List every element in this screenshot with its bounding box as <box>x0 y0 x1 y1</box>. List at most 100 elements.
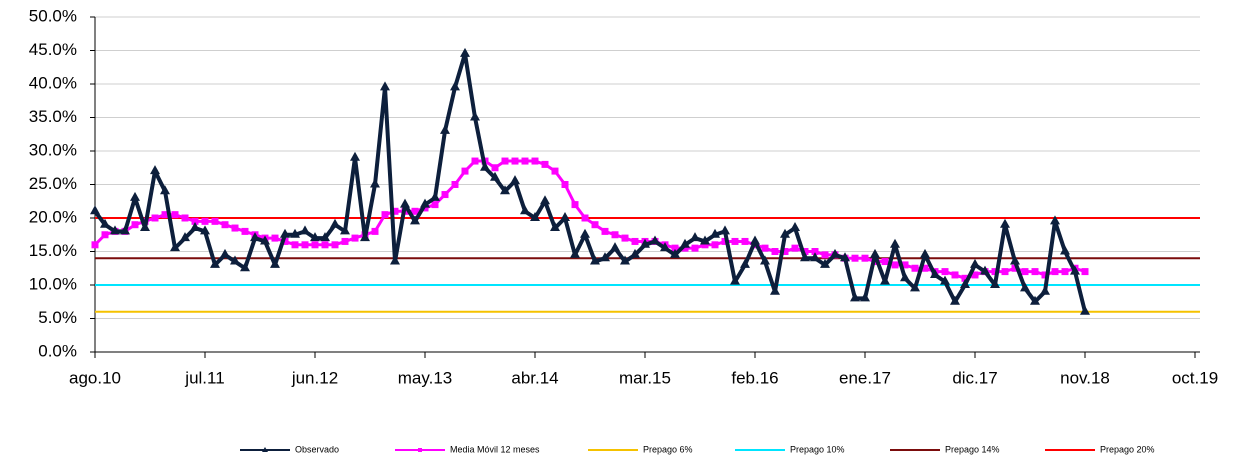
point <box>220 248 230 258</box>
point <box>1020 282 1030 292</box>
point <box>1060 245 1070 255</box>
point <box>271 234 279 242</box>
point <box>1080 305 1090 315</box>
point <box>1011 264 1019 272</box>
point <box>750 235 760 245</box>
x-tick-label: abr.14 <box>511 368 558 387</box>
point <box>791 244 799 252</box>
point <box>890 238 900 248</box>
point <box>600 252 610 262</box>
point <box>511 157 519 165</box>
point <box>291 241 299 249</box>
point <box>820 258 830 268</box>
point <box>450 81 460 91</box>
point <box>770 285 780 295</box>
point <box>510 175 520 185</box>
point <box>231 224 239 232</box>
point <box>320 232 330 242</box>
point <box>951 271 959 279</box>
point <box>901 261 909 269</box>
point <box>861 254 869 262</box>
point <box>810 252 820 262</box>
point <box>1031 268 1039 276</box>
point <box>240 262 250 272</box>
point <box>210 258 220 268</box>
point <box>341 237 349 245</box>
point <box>451 181 459 188</box>
point <box>590 255 600 265</box>
point <box>370 178 380 188</box>
point <box>540 195 550 205</box>
point <box>1081 268 1089 276</box>
series-line <box>93 51 1087 313</box>
point <box>201 217 209 225</box>
legend-label: Prepago 14% <box>945 444 1000 454</box>
point <box>740 258 750 268</box>
point <box>720 225 730 235</box>
point <box>730 275 740 285</box>
point <box>880 275 890 285</box>
point <box>560 212 570 221</box>
x-tick-label: ago.10 <box>69 368 121 387</box>
point <box>160 185 170 195</box>
point <box>390 255 400 265</box>
point <box>531 157 539 165</box>
point <box>90 205 100 215</box>
point <box>520 205 530 215</box>
point <box>471 157 479 165</box>
point <box>311 241 319 249</box>
point <box>440 124 450 134</box>
point <box>100 218 110 228</box>
point <box>580 228 590 238</box>
point <box>410 215 420 225</box>
point <box>541 160 549 168</box>
point <box>621 234 629 242</box>
point <box>391 207 399 215</box>
point <box>1030 295 1040 305</box>
point <box>611 231 619 239</box>
x-tick-label: dic.17 <box>952 368 997 387</box>
legend-marker <box>262 447 268 452</box>
point <box>620 255 630 265</box>
point <box>91 241 99 249</box>
legend-label: Observado <box>295 444 339 454</box>
point <box>211 217 219 225</box>
point <box>340 225 350 235</box>
x-tick-label: mar.15 <box>619 368 671 387</box>
point <box>571 201 579 209</box>
point <box>910 282 920 292</box>
x-tick-label: nov.18 <box>1060 368 1110 387</box>
point <box>741 237 749 245</box>
point <box>310 232 320 242</box>
point <box>150 165 160 175</box>
point <box>1070 265 1080 275</box>
point <box>161 211 169 219</box>
point <box>980 265 990 275</box>
legend-label: Prepago 10% <box>790 444 845 454</box>
point <box>941 268 949 276</box>
point <box>181 214 189 222</box>
point <box>1041 271 1049 279</box>
point <box>430 191 440 201</box>
y-tick-label: 20.0% <box>29 207 77 226</box>
legend-label: Prepago 6% <box>643 444 693 454</box>
x-tick-label: oct.19 <box>1172 368 1218 387</box>
point <box>180 232 190 242</box>
point <box>420 198 430 208</box>
point <box>521 157 529 165</box>
point <box>1021 268 1029 276</box>
point <box>911 264 919 272</box>
point <box>710 228 720 238</box>
point <box>381 211 389 219</box>
point <box>140 222 150 232</box>
point <box>970 258 980 268</box>
point <box>441 191 449 199</box>
point <box>280 228 290 238</box>
point <box>870 248 880 258</box>
point <box>660 242 670 252</box>
point <box>781 248 789 255</box>
x-tick-label: jul.11 <box>184 368 224 387</box>
point <box>131 221 139 229</box>
point <box>830 248 840 258</box>
